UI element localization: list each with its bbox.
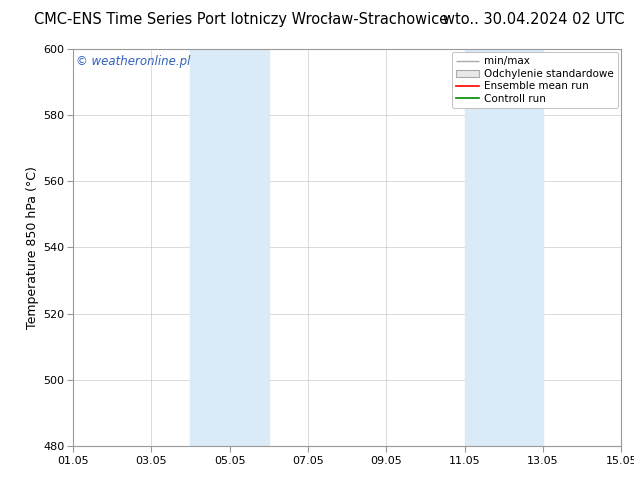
Text: CMC-ENS Time Series Port lotniczy Wrocław-Strachowice: CMC-ENS Time Series Port lotniczy Wrocła… [34,12,448,27]
Y-axis label: Temperature 850 hPa (°C): Temperature 850 hPa (°C) [26,166,39,329]
Bar [465,49,543,446]
Bar [190,49,269,446]
Text: wto.. 30.04.2024 02 UTC: wto.. 30.04.2024 02 UTC [443,12,624,27]
Legend: min/max, Odchylenie standardowe, Ensemble mean run, Controll run: min/max, Odchylenie standardowe, Ensembl… [452,52,618,108]
Text: © weatheronline.pl: © weatheronline.pl [75,55,190,68]
